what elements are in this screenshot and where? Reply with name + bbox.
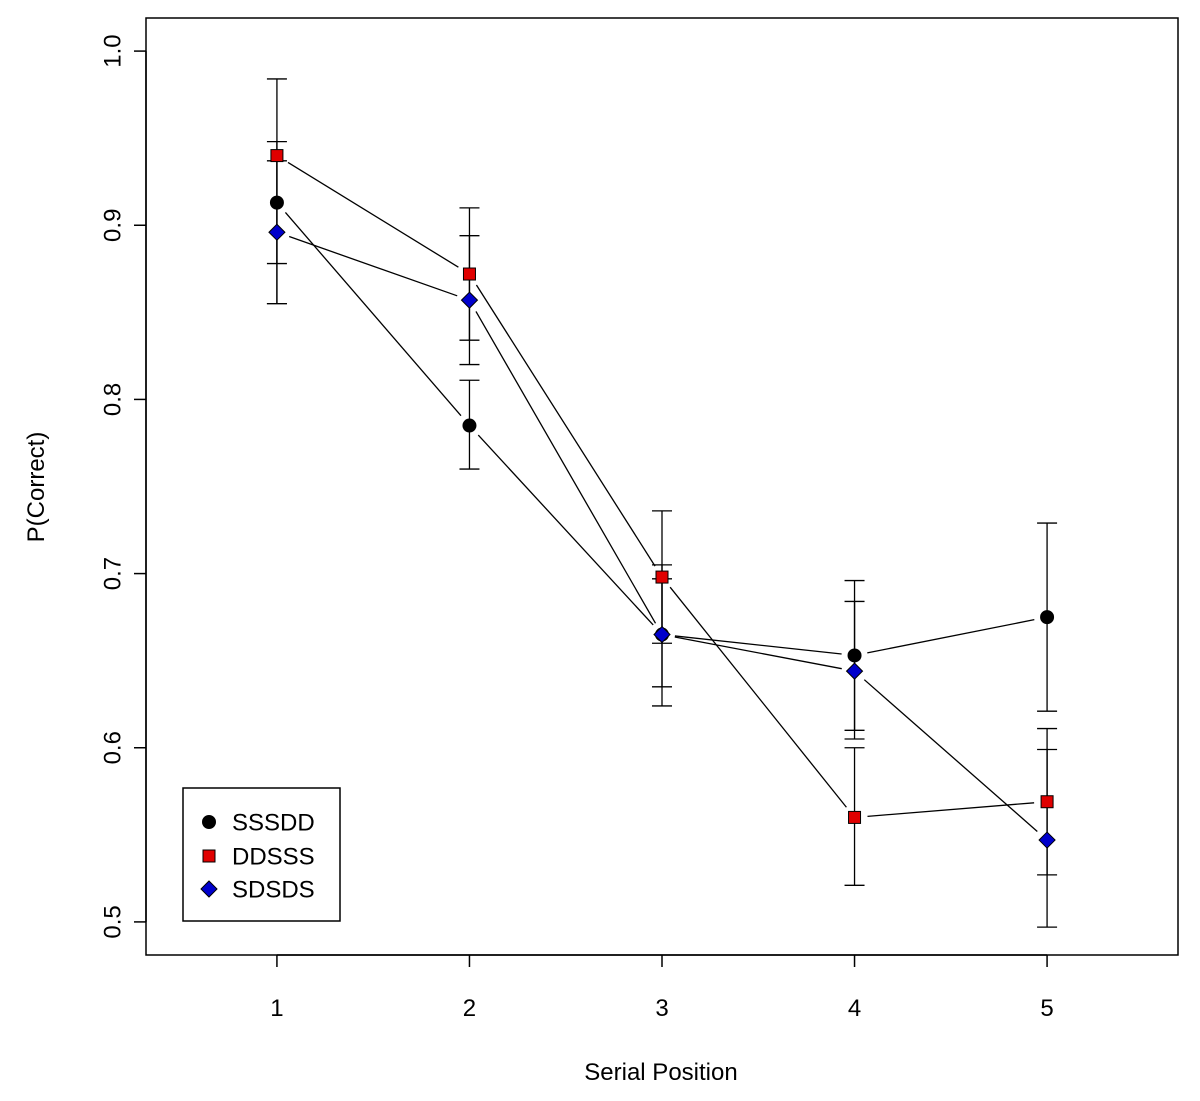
x-tick-label: 1 bbox=[270, 995, 283, 1022]
legend-label-sssdd: SSSDD bbox=[232, 809, 315, 836]
x-tick-label: 5 bbox=[1040, 995, 1053, 1022]
series-segment-sdsds bbox=[475, 311, 657, 624]
data-point-sdsds bbox=[268, 223, 286, 241]
series-segment-sssdd bbox=[284, 212, 462, 417]
series-segment-sssdd bbox=[674, 635, 842, 655]
data-point-sdsds bbox=[460, 291, 479, 309]
x-tick-label: 2 bbox=[463, 995, 476, 1022]
series-lines bbox=[284, 161, 1038, 832]
data-point-sdsds bbox=[845, 662, 864, 680]
x-tick-label: 4 bbox=[848, 995, 861, 1022]
data-point-ddsss bbox=[462, 267, 476, 281]
y-tick-label: 0.8 bbox=[99, 383, 126, 416]
y-axis-title: P(Correct) bbox=[23, 432, 50, 543]
x-axis-title: Serial Position bbox=[584, 1059, 737, 1086]
legend-marker-sdsds bbox=[200, 880, 218, 898]
series-segment-sdsds bbox=[863, 679, 1038, 832]
series-segment-sdsds bbox=[674, 636, 842, 670]
data-point-sdsds bbox=[653, 625, 671, 644]
y-tick-label: 0.7 bbox=[99, 557, 126, 590]
data-point-ddsss bbox=[1040, 795, 1054, 809]
data-markers bbox=[268, 149, 1056, 849]
series-segment-ddsss bbox=[475, 284, 656, 567]
data-point-ddsss bbox=[655, 570, 669, 584]
series-segment-ddsss bbox=[287, 161, 459, 268]
x-tick-label: 3 bbox=[655, 995, 668, 1022]
y-axis: 0.5 0.6 0.7 0.8 0.9 1.0 bbox=[99, 34, 147, 939]
series-segment-sssdd bbox=[477, 434, 654, 626]
series-segment-ddsss bbox=[669, 586, 847, 808]
y-tick-label: 1.0 bbox=[99, 34, 126, 67]
data-point-sdsds bbox=[1038, 831, 1056, 849]
series-segment-sssdd bbox=[867, 619, 1035, 654]
error-bars bbox=[266, 78, 1058, 928]
y-tick-label: 0.6 bbox=[99, 731, 126, 764]
legend: SSSDD DDSSS SDSDS bbox=[182, 787, 341, 922]
y-tick-label: 0.9 bbox=[99, 209, 126, 242]
data-point-ddsss bbox=[270, 149, 284, 163]
y-tick-label: 0.5 bbox=[99, 905, 126, 938]
series-segment-ddsss bbox=[867, 802, 1035, 818]
data-point-sssdd bbox=[462, 418, 477, 433]
data-point-sssdd bbox=[847, 648, 862, 663]
legend-label-ddsss: DDSSS bbox=[232, 843, 315, 870]
x-axis: 1 2 3 4 5 bbox=[270, 954, 1054, 1022]
legend-marker-ddsss bbox=[202, 849, 216, 863]
data-point-sssdd bbox=[269, 195, 284, 210]
legend-marker-sssdd bbox=[202, 815, 216, 829]
data-point-sssdd bbox=[1040, 610, 1055, 625]
legend-label-sdsds: SDSDS bbox=[232, 876, 315, 903]
data-point-ddsss bbox=[848, 810, 862, 824]
series-segment-sdsds bbox=[288, 235, 458, 297]
